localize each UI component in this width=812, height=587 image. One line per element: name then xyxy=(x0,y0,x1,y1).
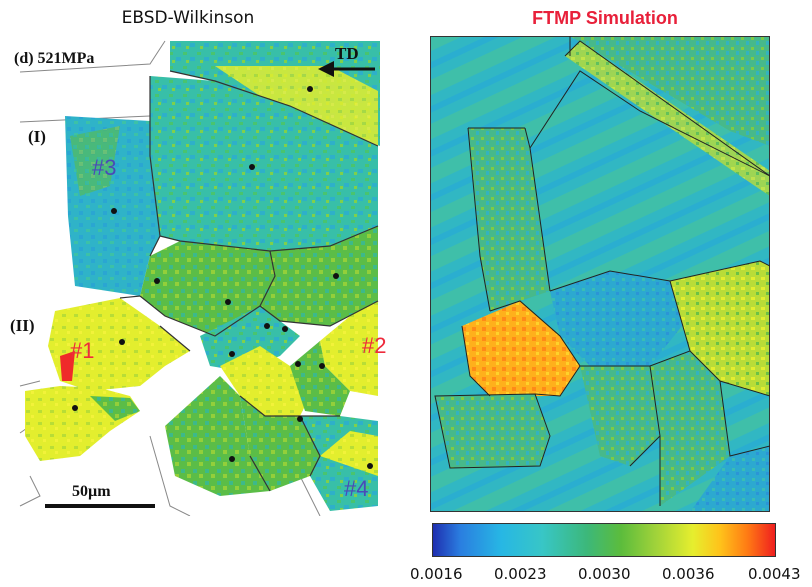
colorbar-tick: 0.0023 xyxy=(494,565,547,583)
grain-label-4: #4 xyxy=(344,476,369,501)
grain-label-2: #2 xyxy=(362,333,387,358)
stress-label: (d) 521MPa xyxy=(14,50,95,67)
grain-label-1: #1 xyxy=(70,338,95,363)
colorbar-tick: 0.0043 xyxy=(748,565,801,583)
direction-label: TD xyxy=(335,44,359,63)
colorbar xyxy=(432,523,776,557)
grain-label-3: #3 xyxy=(92,155,117,180)
scale-bar-label: 50µm xyxy=(72,483,111,500)
ebsd-title: EBSD-Wilkinson xyxy=(121,8,255,28)
simulation-title: FTMP Simulation xyxy=(532,8,678,28)
colorbar-tick: 0.0030 xyxy=(578,565,631,583)
colorbar-tick: 0.0036 xyxy=(662,565,715,583)
region-label-ii: (II) xyxy=(10,316,35,335)
region-label-i: (I) xyxy=(28,127,46,146)
ftmp-simulation-map xyxy=(430,36,770,512)
colorbar-tick: 0.0016 xyxy=(410,565,463,583)
ebsd-orientation-map xyxy=(19,40,380,516)
